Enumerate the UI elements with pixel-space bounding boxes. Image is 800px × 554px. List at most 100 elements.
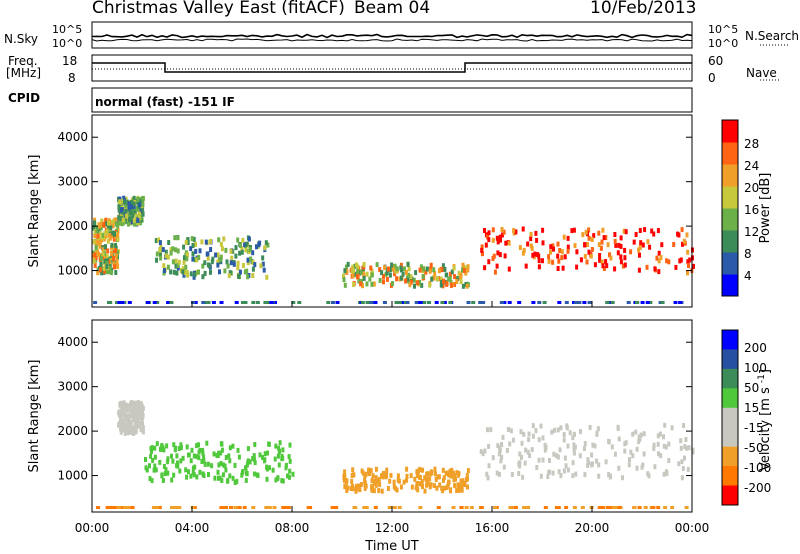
power-cell xyxy=(191,256,195,262)
velocity-cell xyxy=(556,506,561,509)
velocity-cell xyxy=(434,476,438,482)
power-cell xyxy=(665,258,669,264)
power-cell xyxy=(227,273,231,279)
power-cell xyxy=(556,266,560,271)
velocity-cell xyxy=(423,475,427,481)
date-label: 10/Feb/2013 xyxy=(590,0,697,18)
velocity-cell xyxy=(508,441,512,447)
power-colorbar-tick: 8 xyxy=(744,247,752,261)
power-cell xyxy=(639,240,643,246)
velocity-cell xyxy=(389,472,393,478)
power-cell xyxy=(114,270,118,275)
velocity-cell xyxy=(263,458,266,464)
power-cell xyxy=(590,247,594,252)
x-tick-label: 20:00 xyxy=(575,521,610,535)
velocity-cell xyxy=(593,443,597,449)
velocity-cell xyxy=(616,426,620,431)
velocity-cell xyxy=(200,459,204,464)
power-cell xyxy=(427,301,431,304)
velocity-cell xyxy=(399,484,403,490)
power-colorbar-tick: 28 xyxy=(744,137,759,151)
power-cell xyxy=(370,268,374,274)
velocity-cell xyxy=(535,465,539,470)
power-cell xyxy=(185,252,189,258)
power-cell xyxy=(557,301,562,304)
velocity-cell xyxy=(350,473,354,478)
velocity-cell xyxy=(449,487,452,493)
velocity-cell xyxy=(363,480,367,486)
velocity-cell xyxy=(216,453,220,458)
velocity-cell xyxy=(207,472,210,477)
power-cell xyxy=(113,264,116,270)
velocity-cell xyxy=(517,471,521,476)
velocity-cell xyxy=(202,473,206,478)
power-cell xyxy=(437,268,441,274)
velocity-cell xyxy=(588,425,592,430)
velocity-cell xyxy=(172,442,176,448)
power-cell xyxy=(98,243,102,249)
power-cell xyxy=(507,240,511,246)
power-cell xyxy=(93,233,97,238)
velocity-cell xyxy=(523,460,527,466)
velocity-cell xyxy=(271,467,275,473)
y-tick-label: 2000 xyxy=(57,424,88,438)
velocity-cell xyxy=(252,456,256,462)
velocity-cell xyxy=(659,453,663,459)
power-cell xyxy=(566,248,570,254)
velocity-cell xyxy=(155,506,159,509)
y-tick-label: 2000 xyxy=(57,219,88,233)
velocity-cell xyxy=(595,430,599,436)
velocity-cell xyxy=(187,469,190,475)
n-sky-tick-top: 10^5 xyxy=(52,23,83,36)
power-colorbar-tick: 4 xyxy=(744,269,752,283)
velocity-cell xyxy=(342,477,346,482)
velocity-cell xyxy=(144,465,148,471)
velocity-cell xyxy=(284,465,288,471)
velocity-cell xyxy=(541,435,545,441)
power-cell xyxy=(584,229,588,235)
velocity-cell xyxy=(137,400,141,406)
velocity-cell xyxy=(607,472,611,478)
power-cell xyxy=(445,272,449,278)
velocity-cell xyxy=(244,465,248,471)
velocity-cell xyxy=(547,469,551,475)
velocity-cell xyxy=(652,446,656,451)
power-cell xyxy=(176,265,180,271)
velocity-cell xyxy=(663,422,667,428)
velocity-cell xyxy=(527,437,531,443)
velocity-cell xyxy=(206,461,210,467)
power-cell xyxy=(361,283,364,289)
velocity-cell xyxy=(496,443,500,449)
velocity-colorbar-segment xyxy=(722,388,738,409)
noise-panel xyxy=(91,21,790,49)
velocity-cell xyxy=(562,437,566,443)
velocity-cell xyxy=(396,473,400,479)
power-cell xyxy=(424,269,428,275)
velocity-cell xyxy=(248,459,252,465)
velocity-cell xyxy=(486,475,490,481)
velocity-cell xyxy=(367,469,370,475)
power-cell xyxy=(685,232,689,238)
power-cell xyxy=(556,253,560,259)
power-cell xyxy=(93,217,97,223)
beam-label: Beam 04 xyxy=(354,0,431,18)
power-cell xyxy=(453,282,456,287)
power-cell xyxy=(660,301,665,304)
x-tick-label: 12:00 xyxy=(375,521,410,535)
velocity-cell xyxy=(617,436,621,442)
velocity-cell xyxy=(268,465,271,471)
power-cell xyxy=(174,263,178,269)
power-cell xyxy=(194,241,197,247)
velocity-cell xyxy=(242,506,247,509)
power-cell xyxy=(416,280,420,286)
velocity-cell xyxy=(432,483,436,489)
power-cell xyxy=(155,251,159,257)
velocity-cell xyxy=(233,462,237,468)
velocity-cell xyxy=(520,454,523,460)
velocity-cell xyxy=(252,453,256,459)
power-cell xyxy=(176,262,180,268)
power-cell xyxy=(362,262,366,267)
velocity-cell xyxy=(120,419,124,425)
velocity-cell xyxy=(487,443,491,449)
power-cell xyxy=(130,204,134,210)
